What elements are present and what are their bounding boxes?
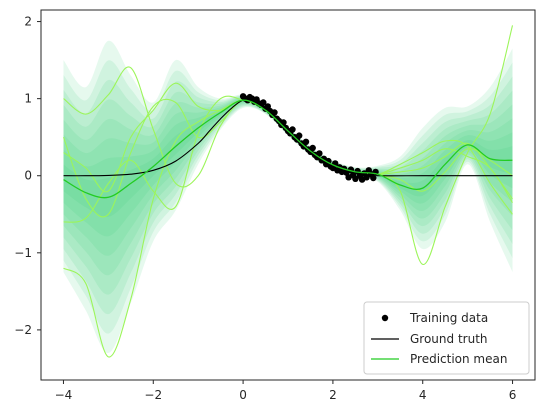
training-point <box>325 157 332 165</box>
legend-label-mean: Prediction mean <box>410 352 507 366</box>
training-point <box>296 132 303 139</box>
legend-label-truth: Ground truth <box>410 332 488 346</box>
x-tick-label: 2 <box>329 388 337 402</box>
x-tick-label: −4 <box>55 388 73 402</box>
y-tick-label: −2 <box>14 323 32 337</box>
legend: Training data Ground truth Prediction me… <box>363 301 530 375</box>
confidence-band-7 <box>63 98 513 237</box>
x-axis-ticks: −4 −2 0 2 4 6 <box>55 380 517 402</box>
training-point <box>280 119 287 126</box>
x-tick-label: 4 <box>419 388 427 402</box>
training-point <box>316 150 323 157</box>
y-tick-label: −1 <box>14 246 32 260</box>
y-axis-ticks: −2 −1 0 1 2 <box>14 15 41 337</box>
training-point <box>370 174 377 182</box>
training-point <box>363 174 370 181</box>
training-point <box>289 126 296 133</box>
confidence-band-3 <box>63 76 513 315</box>
training-point <box>309 144 316 152</box>
legend-box <box>363 301 530 375</box>
x-tick-label: 0 <box>239 388 247 402</box>
y-tick-label: 0 <box>24 169 32 183</box>
training-point <box>302 138 310 145</box>
y-tick-label: 2 <box>24 15 32 29</box>
prediction-mean-line <box>63 99 513 199</box>
confidence-band-1 <box>63 40 513 354</box>
prediction-mean-layer <box>63 99 513 199</box>
y-tick-label: 1 <box>24 92 32 106</box>
training-point <box>271 109 278 116</box>
plot-frame <box>40 9 536 381</box>
confidence-band-8 <box>63 99 513 218</box>
training-point <box>352 175 359 182</box>
legend-marker-training <box>381 314 389 322</box>
training-point <box>260 99 267 106</box>
x-tick-label: 6 <box>509 388 517 402</box>
confidence-band-2 <box>63 60 513 334</box>
x-tick-label: −2 <box>144 388 162 402</box>
legend-label-training: Training data <box>409 311 488 325</box>
confidence-band-6 <box>63 98 513 256</box>
